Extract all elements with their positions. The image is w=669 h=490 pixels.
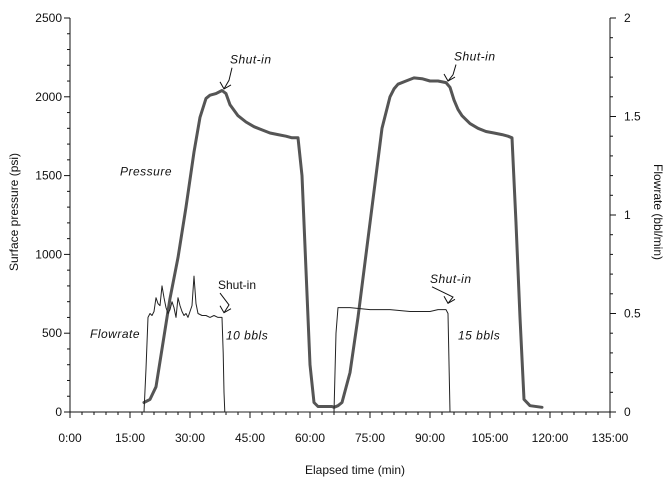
- y2-tick-label: 0.5: [624, 307, 641, 321]
- y2-axis-title: Flowrate (bbl/min): [651, 164, 665, 260]
- annotation-label: 15 bbls: [458, 329, 500, 343]
- x-tick-label: 120:00: [532, 431, 569, 445]
- y2-tick-label: 1: [624, 208, 631, 222]
- y-tick-label: 500: [42, 326, 62, 340]
- y-tick-label: 2000: [35, 90, 62, 104]
- annotation-arrow: [219, 292, 230, 313]
- annotation-arrowhead: [443, 73, 456, 82]
- x-tick-label: 30:00: [175, 431, 205, 445]
- x-tick-label: 105:00: [472, 431, 509, 445]
- annotation-label: 10 bbls: [226, 329, 268, 343]
- y2-tick-label: 1.5: [624, 110, 641, 124]
- annotation-arrowhead: [443, 296, 456, 304]
- x-tick-label: 90:00: [415, 431, 445, 445]
- x-tick-label: 135:00: [592, 431, 629, 445]
- x-tick-label: 60:00: [295, 431, 325, 445]
- annotation-label: Shut-in: [218, 278, 256, 292]
- y-tick-label: 1000: [35, 247, 62, 261]
- y2-tick-label: 0: [624, 405, 631, 419]
- annotation-arrow: [431, 286, 454, 304]
- x-axis-title: Elapsed time (min): [305, 463, 405, 477]
- y2-tick-label: 2: [624, 11, 631, 25]
- y-tick-label: 0: [55, 405, 62, 419]
- series-line-pressure: [142, 76, 544, 409]
- y-tick-label: 2500: [35, 11, 62, 25]
- annotation-label: Flowrate: [90, 327, 140, 341]
- annotation-arrowhead: [219, 81, 232, 90]
- annotation-arrowhead: [219, 305, 232, 314]
- x-tick-label: 0:00: [58, 431, 82, 445]
- annotation-arrow: [447, 64, 457, 82]
- annotation-label: Pressure: [120, 165, 172, 179]
- y-axis-title: Surface pressure (psi): [7, 153, 21, 271]
- y-tick-label: 1500: [35, 169, 62, 183]
- x-tick-label: 75:00: [355, 431, 385, 445]
- x-tick-label: 45:00: [235, 431, 265, 445]
- annotation-label: Shut-in: [430, 272, 472, 286]
- annotation-label: Shut-in: [230, 53, 272, 67]
- annotation-arrow: [223, 67, 233, 90]
- series-line-flowrate: [143, 275, 451, 413]
- x-tick-label: 15:00: [115, 431, 145, 445]
- annotation-label: Shut-in: [454, 50, 496, 64]
